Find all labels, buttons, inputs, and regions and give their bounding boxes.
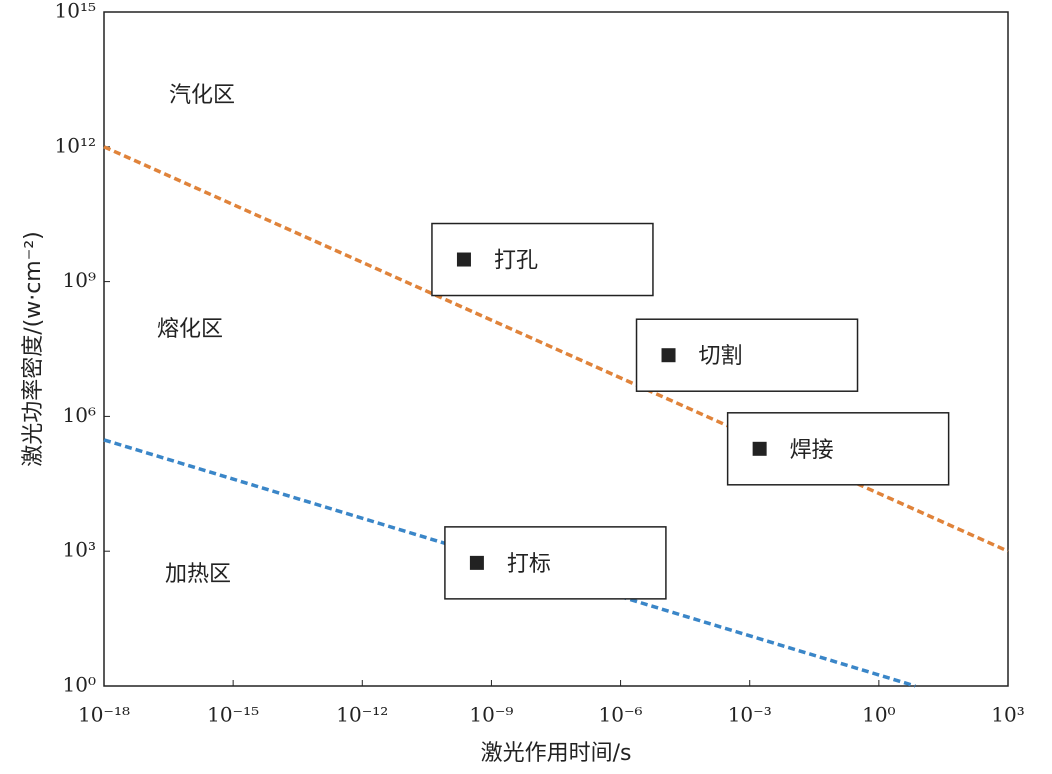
y-tick-label: 10¹⁵ [55,0,96,23]
point-label: 焊接 [790,438,834,463]
x-tick-label: 10⁻¹⁸ [78,703,130,727]
x-tick-label: 10⁻³ [728,703,772,727]
plot-frame [103,11,1009,687]
y-tick-label: 10¹² [55,133,96,157]
region-label: 汽化区 [169,83,235,108]
y-tick-label: 10⁶ [63,403,96,427]
point-label: 打标 [507,552,551,577]
point [469,555,484,570]
line [103,145,1009,553]
point [661,348,676,363]
region-label: 加热区 [165,562,231,587]
point [456,252,471,267]
x-tick-label: 10⁰ [862,703,895,727]
y-tick-label: 10⁹ [63,268,96,292]
x-tick-label: 10⁻⁶ [599,703,643,727]
x-tick-label: 10⁻¹⁵ [207,703,259,727]
x-tick-label: 10³ [991,703,1024,727]
x-axis-label: 激光作用时间/s [481,741,632,766]
x-tick-label: 10⁻¹² [336,703,388,727]
point [752,441,767,456]
y-tick-label: 10⁰ [63,673,96,697]
y-tick-label: 10³ [63,538,96,562]
y-axis-label: 激光功率密度/(w·cm⁻²) [21,231,46,467]
region-label: 熔化区 [157,317,223,342]
point-label: 切割 [699,344,743,369]
x-tick-label: 10⁻⁹ [469,703,513,727]
point-label: 打孔 [494,249,538,274]
